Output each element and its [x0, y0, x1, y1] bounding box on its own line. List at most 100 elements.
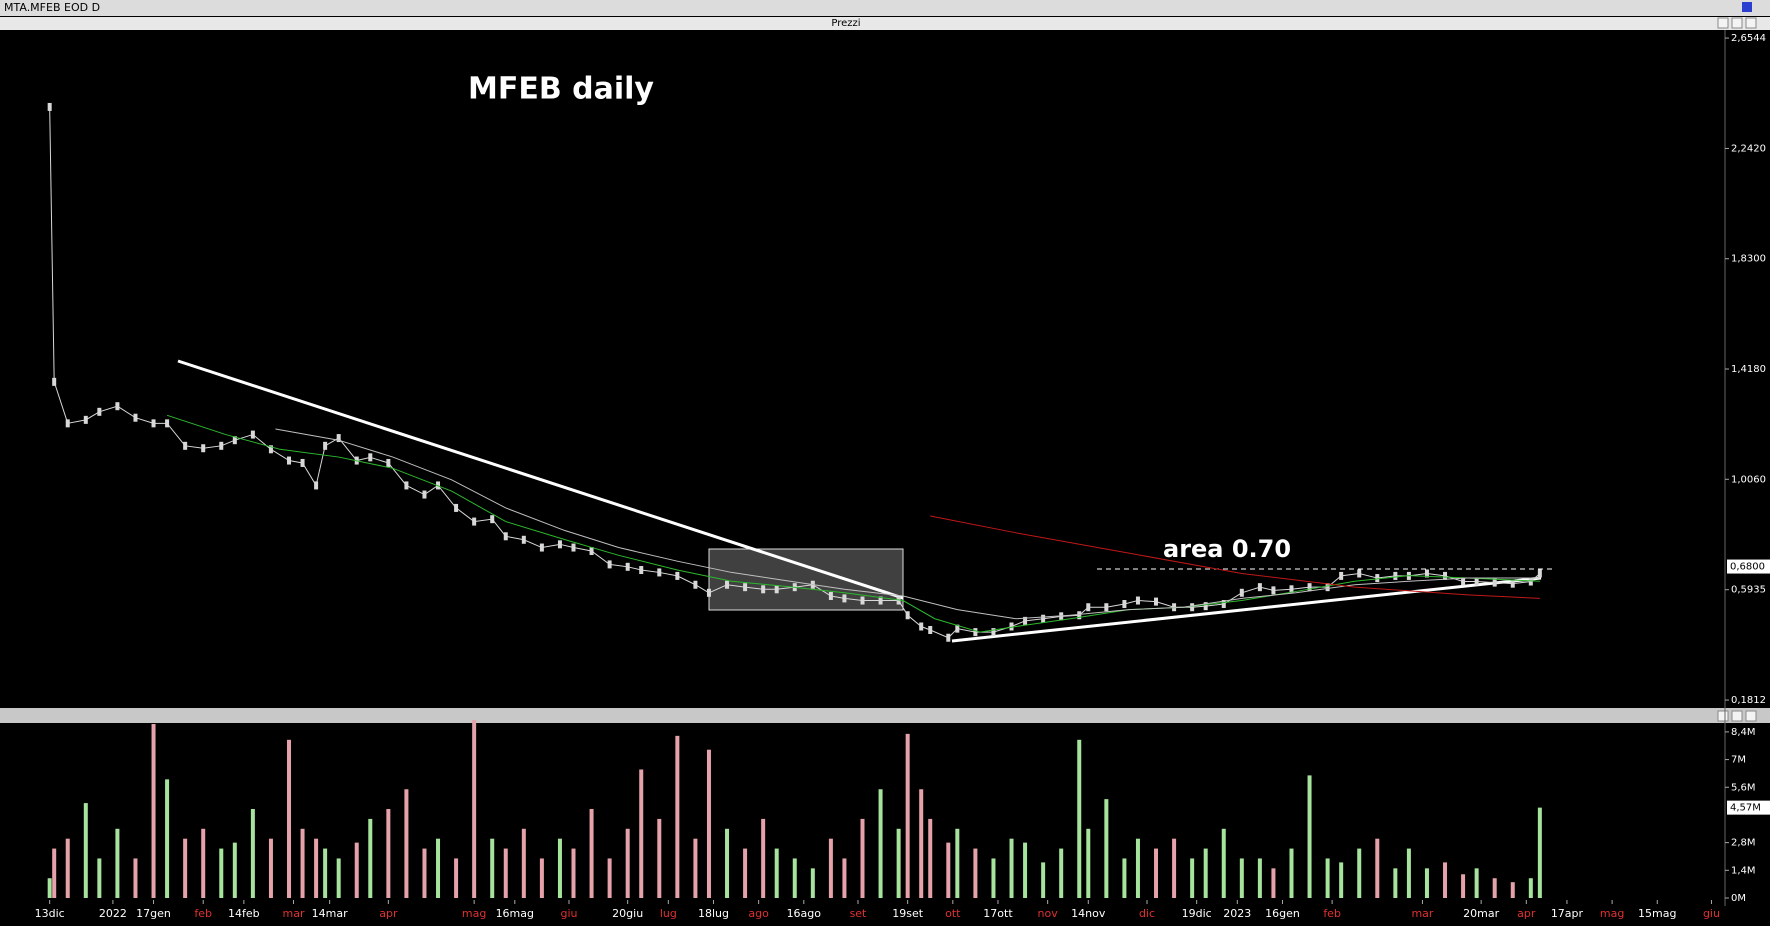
- panel-title: Prezzi: [831, 18, 860, 29]
- candle: [919, 622, 924, 631]
- volume-bar: [314, 838, 319, 898]
- candle: [1339, 571, 1344, 580]
- x-tick-label: dic: [1139, 907, 1155, 920]
- volume-bar: [842, 858, 847, 898]
- candle: [336, 434, 341, 443]
- candle: [946, 633, 951, 642]
- x-tick-label: apr: [1517, 907, 1536, 920]
- volume-bar: [810, 868, 815, 898]
- candle: [589, 547, 594, 556]
- volume-bar: [1357, 848, 1362, 898]
- candle: [300, 458, 305, 467]
- volume-bar: [1406, 848, 1411, 898]
- y-tick-label: 7M: [1731, 755, 1746, 766]
- x-tick-label: 2022: [99, 907, 127, 920]
- x-tick-label: 14nov: [1071, 907, 1106, 920]
- volume-bar: [743, 848, 748, 898]
- candle: [47, 102, 52, 111]
- candle: [1041, 614, 1046, 623]
- volume-bar: [1325, 858, 1330, 898]
- volume-bar: [1135, 838, 1140, 898]
- volume-bar: [1393, 868, 1398, 898]
- y-tick-label: 1,8300: [1731, 254, 1766, 265]
- candle: [1086, 603, 1091, 612]
- candle: [115, 402, 120, 411]
- panel-buttons[interactable]: [1717, 710, 1757, 722]
- volume-bar: [1461, 874, 1466, 898]
- last-value-label: 0,6800: [1730, 562, 1765, 573]
- volume-bar: [946, 842, 951, 898]
- volume-bar: [1537, 807, 1542, 898]
- price-line: [930, 515, 1540, 599]
- candle: [151, 419, 156, 428]
- volume-bar: [336, 858, 341, 898]
- candle: [991, 628, 996, 637]
- volume-bar: [521, 828, 526, 898]
- volume-bar: [219, 848, 224, 898]
- candle: [201, 444, 206, 453]
- volume-bar: [919, 789, 924, 898]
- y-tick-label: 1,4180: [1731, 364, 1766, 375]
- trend-line: [177, 359, 904, 600]
- volume-bar: [323, 848, 328, 898]
- candle: [472, 517, 477, 526]
- x-tick-label: 2023: [1223, 907, 1251, 920]
- x-tick-label: 19set: [892, 907, 923, 920]
- volume-bar: [1077, 739, 1082, 898]
- candle: [1424, 569, 1429, 578]
- volume-bar: [368, 818, 373, 898]
- candle: [422, 490, 427, 499]
- candle: [83, 415, 88, 424]
- volume-bar: [571, 848, 576, 898]
- volume-bar: [1190, 858, 1195, 898]
- candle: [1443, 571, 1448, 580]
- panel-separator: [0, 708, 1770, 723]
- chart-annotation: MFEB daily: [468, 72, 654, 107]
- candle: [454, 503, 459, 512]
- volume-bar: [1474, 868, 1479, 898]
- support-line: [951, 576, 1542, 643]
- volume-bar: [165, 779, 170, 898]
- candle: [1239, 588, 1244, 597]
- candle: [386, 458, 391, 467]
- candle: [860, 596, 865, 605]
- volume-bar: [83, 803, 88, 898]
- candle: [539, 543, 544, 552]
- candle: [955, 624, 960, 633]
- volume-bar: [607, 858, 612, 898]
- last-value-label: 4,57M: [1730, 803, 1761, 814]
- candle: [557, 540, 562, 549]
- candle: [65, 419, 70, 428]
- candle: [97, 407, 102, 416]
- candle: [268, 445, 273, 454]
- candle: [1190, 603, 1195, 612]
- candle: [693, 580, 698, 589]
- volume-bar: [955, 828, 960, 898]
- volume-bar: [232, 842, 237, 898]
- volume-bar: [761, 818, 766, 898]
- volume-bar: [354, 842, 359, 898]
- volume-bar: [97, 858, 102, 898]
- y-tick-label: 2,8M: [1731, 838, 1756, 849]
- x-tick-label: 17ott: [983, 907, 1013, 920]
- x-tick-label: 18lug: [698, 907, 729, 920]
- candle: [165, 419, 170, 428]
- candle: [571, 543, 576, 552]
- chart-annotation: area 0.70: [1163, 535, 1291, 563]
- panel-buttons[interactable]: [1717, 17, 1757, 29]
- y-tick-label: 2,2420: [1731, 143, 1766, 154]
- candle: [1009, 622, 1014, 631]
- x-tick-label: giu: [1703, 907, 1720, 920]
- window-icon[interactable]: [1742, 2, 1752, 12]
- candle: [1104, 603, 1109, 612]
- x-tick-label: 20mar: [1463, 907, 1499, 920]
- candle: [878, 596, 883, 605]
- volume-bar: [991, 858, 996, 898]
- candle: [1510, 579, 1515, 588]
- candle: [1154, 597, 1159, 606]
- x-tick-label: 16ago: [787, 907, 822, 920]
- price-line: [166, 414, 1540, 633]
- y-tick-label: 1,0060: [1731, 474, 1766, 485]
